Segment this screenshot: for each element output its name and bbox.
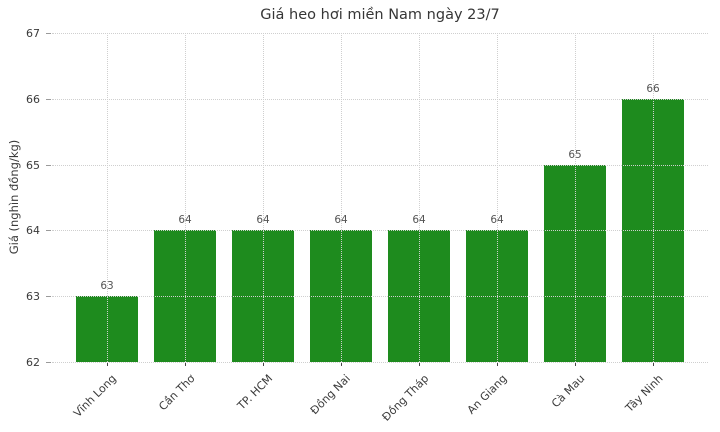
x-tick-mark (419, 362, 420, 366)
y-tick-mark (46, 362, 51, 363)
y-tick-mark (46, 33, 51, 34)
x-tick-mark (341, 362, 342, 366)
gridline-horizontal (52, 296, 708, 298)
gridline-vertical (419, 33, 420, 362)
bar-value-label: 63 (100, 280, 114, 293)
x-tick-label: Cần Thơ (155, 372, 198, 414)
x-tick-label: Đồng Nai (308, 372, 354, 418)
y-tick-label: 62 (26, 356, 40, 369)
gridline-horizontal (52, 33, 708, 34)
bar-value-label: 64 (490, 214, 504, 227)
gridline-horizontal (52, 164, 708, 166)
gridline-vertical (185, 33, 186, 362)
y-tick-label: 66 (26, 92, 40, 106)
chart-title: Giá heo hơi miền Nam ngày 23/7 (260, 7, 500, 23)
bar-value-label: 66 (646, 82, 660, 95)
y-tick-mark (46, 98, 51, 100)
x-tick-mark (575, 362, 576, 366)
x-tick-mark (107, 362, 108, 366)
x-tick-label: Tây Ninh (622, 372, 666, 415)
x-tick-label: An Giang (464, 372, 510, 417)
bar-value-label: 65 (568, 148, 582, 161)
gridline-vertical (497, 33, 498, 362)
gridline-vertical (653, 33, 654, 362)
y-tick-mark (46, 164, 51, 166)
x-tick-mark (185, 362, 186, 366)
y-tick-label: 65 (26, 158, 40, 172)
x-tick-label: TP. HCM (234, 372, 276, 413)
gridline-horizontal (52, 98, 708, 100)
gridline-vertical (263, 33, 264, 362)
x-tick-mark (653, 362, 654, 366)
y-tick-label: 63 (26, 290, 40, 304)
gridline-vertical (107, 33, 108, 362)
gridline-horizontal (52, 362, 708, 363)
gridline-vertical (575, 33, 576, 362)
y-tick-label: 67 (26, 27, 40, 40)
x-tick-mark (497, 362, 498, 366)
y-tick-mark (46, 230, 51, 232)
plot-area: 63 64 64 64 64 64 65 66 (52, 33, 708, 363)
x-tick-label: Cà Mau (548, 372, 588, 411)
y-tick-mark (46, 296, 51, 298)
gridline-vertical (341, 33, 342, 362)
bar-value-label: 64 (178, 214, 192, 227)
bar-value-label: 64 (256, 214, 270, 227)
gridline-horizontal (52, 230, 708, 232)
x-tick-mark (263, 362, 264, 366)
x-tick-label: Vĩnh Long (71, 372, 120, 420)
bar-value-label: 64 (412, 214, 426, 227)
x-tick-label: Đồng Tháp (379, 372, 432, 424)
y-tick-label: 64 (26, 224, 40, 238)
bar-value-label: 64 (334, 214, 348, 227)
